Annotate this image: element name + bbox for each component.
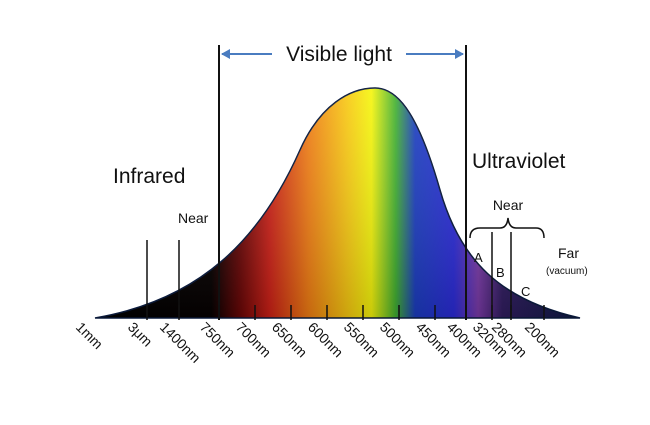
- tick-label: 650nm: [269, 319, 311, 361]
- ultraviolet-label: Ultraviolet: [472, 150, 566, 173]
- tick-label: 1400nm: [157, 319, 204, 366]
- vacuum-label: (vacuum): [546, 266, 588, 277]
- tick-label: 700nm: [233, 319, 275, 361]
- tick-label: 500nm: [377, 319, 419, 361]
- band-c-label: C: [521, 284, 530, 299]
- far-uv-label: Far: [558, 245, 579, 261]
- visible-arrow: [221, 49, 464, 59]
- tick-label: 1mm: [73, 319, 106, 352]
- near-uv-brace: [469, 217, 545, 239]
- tick-label: 200nm: [522, 319, 564, 361]
- spectrum-shading: [95, 88, 580, 318]
- band-b-label: B: [496, 265, 505, 280]
- infrared-label: Infrared: [113, 165, 185, 188]
- tick-label: 3μm: [125, 319, 156, 350]
- tick-label: 600nm: [305, 319, 347, 361]
- near-uv-label: Near: [493, 197, 524, 213]
- visible-light-label: Visible light: [286, 43, 392, 66]
- band-a-label: A: [474, 250, 483, 265]
- near-ir-label: Near: [178, 210, 209, 226]
- tick-label: 550nm: [341, 319, 383, 361]
